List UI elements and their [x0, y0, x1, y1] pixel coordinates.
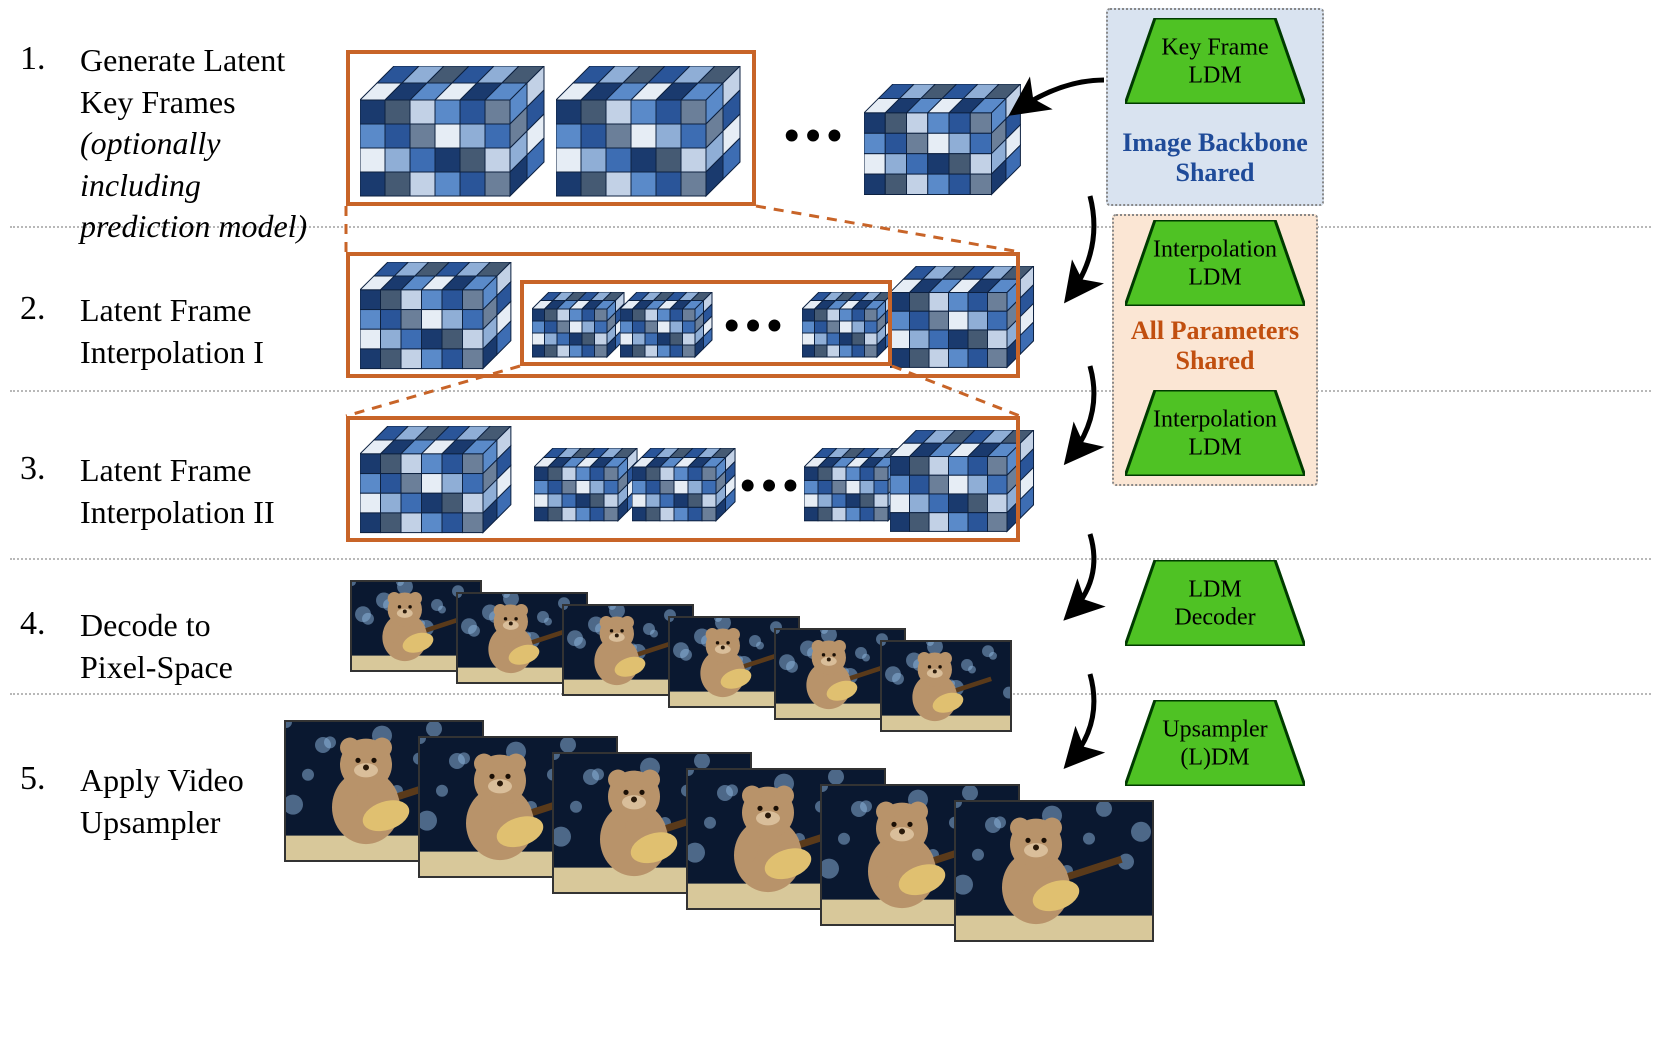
step-title-line: Key Frames [80, 82, 340, 124]
step-title-line: Latent Frame [80, 290, 340, 332]
latent-cube-r1-2 [864, 84, 1022, 197]
ellipsis-icon: ••• [740, 460, 804, 511]
model-block-0: Key FrameLDM [1125, 18, 1305, 104]
upsampled-frame-5 [954, 800, 1154, 942]
step-title-line: Generate Latent [80, 40, 340, 82]
row-divider [10, 558, 1651, 560]
svg-text:Interpolation: Interpolation [1153, 407, 1277, 433]
highlight-box-0 [346, 50, 756, 206]
decoded-frame-5 [880, 640, 1012, 732]
svg-text:LDM: LDM [1188, 265, 1241, 291]
svg-text:LDM: LDM [1188, 63, 1241, 89]
arrow-1 [1068, 196, 1094, 298]
step-title-line: Decode to [80, 605, 340, 647]
step-title-line: Pixel-Space [80, 647, 340, 689]
step-title-line: Interpolation II [80, 492, 340, 534]
arrow-0 [1014, 80, 1104, 112]
step-title-line: Latent Frame [80, 450, 340, 492]
all-parameters-shared-label: All ParametersShared [1112, 316, 1318, 376]
arrow-3 [1068, 534, 1094, 616]
svg-text:Decoder: Decoder [1174, 605, 1255, 631]
svg-text:Key Frame: Key Frame [1161, 35, 1268, 61]
ellipsis-icon: ••• [784, 110, 848, 161]
model-block-3: LDMDecoder [1125, 560, 1305, 646]
svg-text:Upsampler: Upsampler [1162, 717, 1267, 743]
svg-text:LDM: LDM [1188, 435, 1241, 461]
model-block-1: InterpolationLDM [1125, 220, 1305, 306]
highlight-box-2 [520, 280, 892, 366]
step-3-number: 3. [20, 450, 46, 488]
arrow-2 [1068, 366, 1094, 460]
step-2-title: Latent FrameInterpolation I [80, 290, 340, 373]
arrow-4 [1068, 674, 1094, 764]
step-title-line: Interpolation I [80, 332, 340, 374]
step-4-title: Decode toPixel-Space [80, 605, 340, 688]
step-3-title: Latent FrameInterpolation II [80, 450, 340, 533]
model-block-4: Upsampler(L)DM [1125, 700, 1305, 786]
step-subtitle-line: prediction model) [80, 206, 340, 248]
image-backbone-shared-label: Image BackboneShared [1112, 128, 1318, 188]
row-divider [10, 390, 1651, 392]
highlight-box-3 [346, 416, 1020, 542]
step-subtitle-line: (optionally including [80, 123, 340, 206]
step-4-number: 4. [20, 605, 46, 643]
model-block-2: InterpolationLDM [1125, 390, 1305, 476]
ellipsis-icon: ••• [724, 300, 788, 351]
step-1-title: Generate LatentKey Frames(optionally inc… [80, 40, 340, 248]
step-2-number: 2. [20, 290, 46, 328]
svg-text:(L)DM: (L)DM [1180, 745, 1249, 771]
step-5-number: 5. [20, 760, 46, 798]
step-1-number: 1. [20, 40, 46, 78]
svg-text:Interpolation: Interpolation [1153, 237, 1277, 263]
svg-text:LDM: LDM [1188, 577, 1241, 603]
